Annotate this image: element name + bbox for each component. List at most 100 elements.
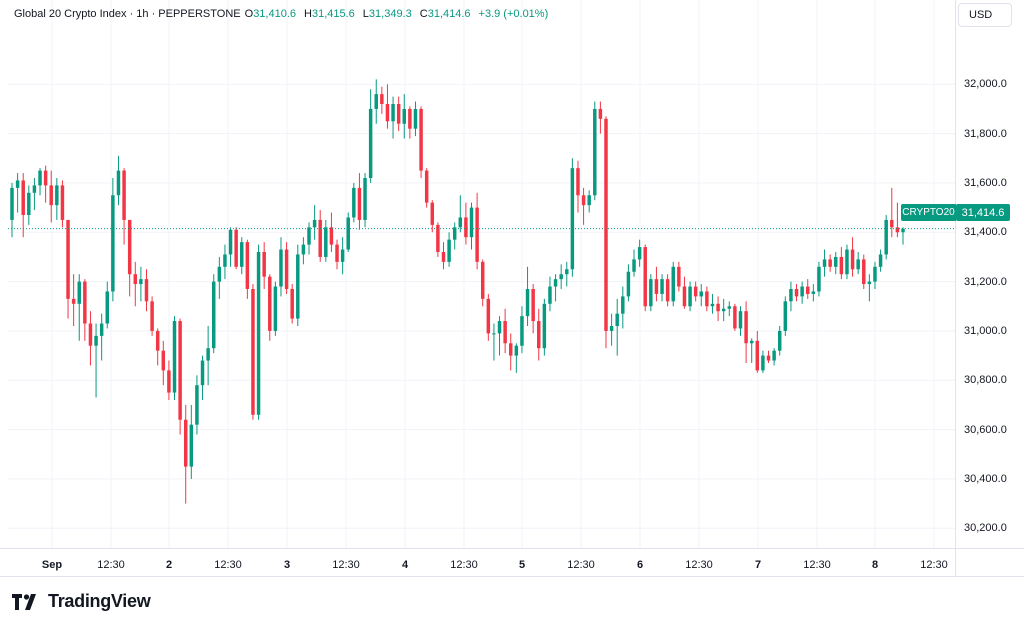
candle (699, 284, 704, 307)
candle (828, 254, 832, 272)
candle-body (682, 286, 687, 307)
candle (850, 237, 855, 277)
candle (643, 244, 647, 312)
candle-body (749, 340, 754, 344)
candle-body (845, 249, 849, 275)
candle (682, 276, 687, 309)
candle-body (772, 350, 776, 361)
candle-body (424, 170, 429, 203)
y-tick-label: 30,200.0 (964, 522, 1007, 535)
candle (262, 242, 266, 289)
x-tick-label: 12:30 (332, 559, 360, 571)
candle (385, 84, 390, 129)
x-tick-label: 4 (401, 559, 409, 571)
candle-body (155, 330, 160, 351)
candle-body (850, 249, 855, 270)
candle-body (688, 286, 692, 307)
candle (211, 274, 216, 354)
candle (716, 296, 720, 322)
candle (878, 249, 883, 272)
candle-body (312, 219, 317, 228)
candle (492, 323, 496, 361)
candle (615, 298, 619, 356)
candle-body (878, 254, 883, 267)
candle (150, 296, 154, 336)
candle (223, 244, 227, 280)
candle-body (537, 321, 541, 349)
currency-button[interactable]: USD (958, 3, 1012, 27)
candle-body (475, 207, 479, 262)
candle (116, 155, 121, 206)
candle (593, 101, 597, 201)
candle-body (127, 219, 132, 275)
candle-body (262, 252, 266, 277)
candle (43, 165, 48, 203)
candle-body (133, 274, 138, 285)
candle (161, 340, 166, 386)
candle (480, 259, 485, 307)
candle-body (480, 261, 485, 299)
candle (514, 343, 519, 373)
y-tick-label: 31,200.0 (964, 275, 1007, 288)
candle-body (783, 301, 788, 331)
candles (10, 79, 905, 504)
candle-body (794, 289, 799, 297)
candle-body (548, 286, 552, 304)
candle-body (514, 345, 519, 356)
candle-body (357, 187, 362, 220)
candle (503, 308, 507, 354)
candle-body (671, 266, 675, 302)
candle (766, 350, 771, 363)
candle (77, 274, 81, 341)
candle-body (279, 249, 283, 287)
candle (576, 160, 580, 213)
candle (357, 173, 362, 230)
candle (559, 264, 563, 289)
candle (380, 86, 384, 114)
candle-body (805, 286, 810, 294)
candle (245, 239, 250, 299)
candle (738, 306, 743, 336)
candle-body (211, 281, 216, 349)
candle (744, 301, 748, 363)
candle-body (284, 249, 289, 289)
candle (537, 308, 541, 361)
candle-body (150, 301, 154, 331)
legend-title: Global 20 Crypto Index · 1h · PEPPERSTON… (14, 8, 241, 20)
candle-body (290, 289, 294, 319)
candle-body (99, 323, 104, 336)
candle (553, 274, 558, 302)
candle-body (273, 286, 278, 331)
candle (436, 222, 440, 257)
candle (671, 261, 675, 307)
candle-body (139, 279, 143, 285)
candle (178, 318, 182, 435)
candle-body (565, 269, 569, 275)
candle (374, 79, 378, 124)
candle (890, 187, 894, 238)
candle-body (570, 168, 575, 270)
candle-body (508, 343, 513, 356)
candle (598, 101, 603, 134)
candle (783, 296, 788, 336)
x-tick-label: 2 (165, 559, 173, 571)
candle (413, 101, 418, 137)
candle (497, 316, 502, 356)
candle (654, 266, 659, 302)
candle-body (329, 227, 334, 245)
candle-body (335, 244, 339, 262)
x-tick-label: 12:30 (450, 559, 478, 571)
candle-body (183, 419, 188, 467)
candle-body (817, 266, 821, 292)
candle-body (189, 424, 194, 467)
candle-body (195, 385, 199, 425)
candle (352, 182, 356, 223)
candle-body (492, 333, 496, 335)
candle (581, 187, 586, 225)
tradingview-logo[interactable]: TradingView (12, 591, 151, 612)
candle-body (77, 281, 81, 304)
candle-body (441, 252, 446, 262)
candle (329, 212, 334, 252)
